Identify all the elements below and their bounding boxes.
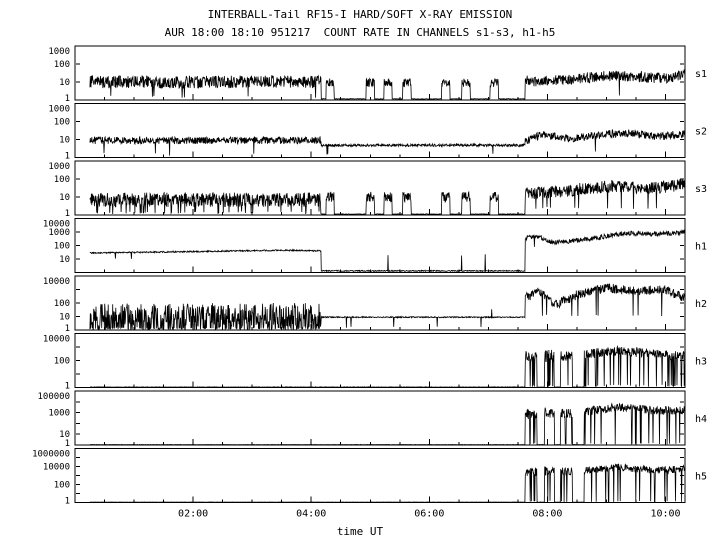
y-tick-label: 10 bbox=[59, 430, 70, 440]
x-tick-label: 04:00 bbox=[296, 509, 326, 520]
panel-s2: 1000 100 10 1 s2 bbox=[48, 103, 707, 162]
y-tick-label: 1 bbox=[65, 439, 70, 449]
y-tick-label: 10000 bbox=[43, 463, 70, 473]
panel-label: s2 bbox=[695, 127, 707, 138]
y-tick-label: 10 bbox=[59, 313, 70, 323]
chart-title: INTERBALL-Tail RF15-I HARD/SOFT X-RAY EM… bbox=[207, 8, 513, 21]
y-tick-label: 1 bbox=[65, 324, 70, 334]
trace-s1 bbox=[89, 69, 686, 101]
y-tick-label: 100000 bbox=[37, 392, 70, 402]
chart-subtitle: AUR 18:00 18:10 951217 COUNT RATE IN CHA… bbox=[164, 26, 556, 39]
x-tick-label: 02:00 bbox=[178, 509, 208, 520]
y-tick-label: 100 bbox=[54, 175, 70, 185]
trace-h3 bbox=[89, 344, 686, 388]
panel-label: h4 bbox=[695, 414, 707, 425]
y-tick-label: 10 bbox=[59, 78, 70, 88]
trace-h4 bbox=[89, 402, 686, 446]
trace-s3 bbox=[89, 178, 686, 216]
panel-s3: 1000 100 10 1 s3 bbox=[48, 160, 707, 219]
y-tick-label: 1 bbox=[65, 209, 70, 219]
trace-h1 bbox=[89, 229, 686, 273]
panel-s1: 1000 100 10 1 s1 bbox=[48, 45, 707, 104]
y-tick-label: 1000 bbox=[48, 47, 70, 57]
panel-h5: 1000000 10000 100 1 h5 bbox=[32, 448, 707, 507]
y-tick-label: 10 bbox=[59, 136, 70, 146]
y-tick-label: 10000 bbox=[43, 277, 70, 287]
trace-s2 bbox=[89, 129, 686, 156]
y-tick-label: 10000 bbox=[43, 220, 70, 230]
y-tick-label: 1000 bbox=[48, 105, 70, 115]
y-tick-label: 1000 bbox=[48, 228, 70, 238]
panel-label: h1 bbox=[695, 242, 707, 253]
y-tick-label: 100 bbox=[54, 118, 70, 128]
panel-h4: 100000 1000 101 h4 bbox=[37, 390, 707, 449]
panel-label: s1 bbox=[695, 69, 707, 80]
y-tick-label: 10 bbox=[59, 193, 70, 203]
y-tick-label: 1 bbox=[65, 94, 70, 104]
y-tick-label: 1 bbox=[65, 497, 70, 507]
y-tick-label: 10000 bbox=[43, 335, 70, 345]
y-tick-label: 1000000 bbox=[32, 450, 70, 460]
x-tick-label: 10:00 bbox=[650, 509, 680, 520]
y-tick-label: 100 bbox=[54, 357, 70, 367]
panel-h3: 10000 100 1 h3 bbox=[43, 333, 707, 392]
panel-label: h5 bbox=[695, 472, 707, 483]
x-axis-label: time UT bbox=[336, 525, 384, 538]
y-tick-label: 10 bbox=[59, 255, 70, 265]
trace-h2 bbox=[89, 283, 686, 331]
y-tick-label: 100 bbox=[54, 60, 70, 70]
y-tick-label: 1 bbox=[65, 382, 70, 392]
y-tick-label: 100 bbox=[54, 242, 70, 252]
panel-label: h3 bbox=[695, 357, 707, 368]
y-tick-label: 1000 bbox=[48, 409, 70, 419]
y-tick-label: 100 bbox=[54, 481, 70, 491]
y-tick-label: 1 bbox=[65, 152, 70, 162]
y-tick-label: 100 bbox=[54, 299, 70, 309]
panel-label: s3 bbox=[695, 184, 707, 195]
x-tick-label: 06:00 bbox=[414, 509, 444, 520]
x-tick-label: 08:00 bbox=[532, 509, 562, 520]
panel-h2: 10000 100 101 h2 bbox=[43, 275, 707, 334]
y-tick-label: 1000 bbox=[48, 162, 70, 172]
panel-label: h2 bbox=[695, 299, 707, 310]
trace-h5 bbox=[89, 463, 686, 503]
